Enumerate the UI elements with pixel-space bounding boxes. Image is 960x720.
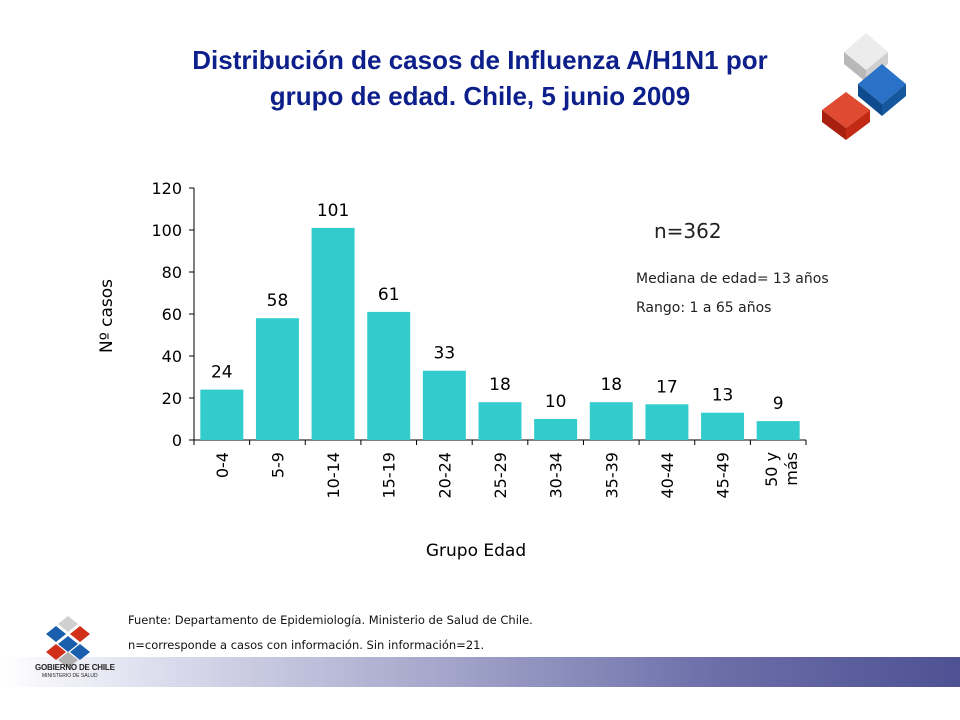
- x-tick-label: 40-44: [658, 452, 677, 499]
- x-tick-label: 0-4: [213, 452, 232, 478]
- x-axis-title: Grupo Edad: [426, 541, 526, 561]
- bar-value-label: 101: [317, 201, 349, 221]
- x-tick-label: 50 ymás: [762, 452, 801, 487]
- bar: [367, 311, 411, 440]
- bar: [255, 318, 299, 440]
- bar: [701, 412, 745, 440]
- median-age-label: Mediana de edad= 13 años: [636, 271, 829, 287]
- x-tick-label: 15-19: [380, 452, 399, 499]
- x-tick-label: 30-34: [547, 452, 566, 499]
- bar: [200, 389, 244, 440]
- bar-value-label: 18: [600, 375, 622, 395]
- bar-value-label: 24: [211, 363, 233, 383]
- bar-value-label: 61: [378, 285, 400, 305]
- x-tick-label: 25-29: [491, 452, 510, 499]
- x-tick-label: 20-24: [435, 452, 454, 499]
- y-axis-title: Nº casos: [97, 279, 117, 353]
- n-total-label: n=362: [654, 219, 722, 243]
- title-line-1: Distribución de casos de Influenza A/H1N…: [192, 45, 768, 75]
- age-range-label: Rango: 1 a 65 años: [636, 300, 772, 316]
- bar: [756, 421, 800, 440]
- source-footnote: Fuente: Departamento de Epidemiología. M…: [128, 613, 533, 627]
- y-tick-label: 120: [151, 179, 182, 198]
- y-tick-label: 60: [162, 305, 182, 324]
- page-title: Distribución de casos de Influenza A/H1N…: [60, 42, 900, 114]
- x-tick-label: 35-39: [602, 452, 621, 499]
- info-footnote: n=corresponde a casos con información. S…: [128, 638, 485, 652]
- cubes-logo: [822, 33, 906, 140]
- bar: [478, 402, 522, 440]
- logo-text-gobierno: GOBIERNO DE CHILE: [35, 663, 115, 672]
- x-tick-label: 5-9: [268, 452, 287, 478]
- bar: [534, 419, 578, 440]
- y-tick-label: 20: [162, 389, 182, 408]
- bar-value-label: 18: [489, 375, 511, 395]
- red-cube: [822, 92, 870, 140]
- bar-value-label: 17: [656, 377, 678, 397]
- bar-value-label: 58: [267, 291, 289, 311]
- y-tick-label: 80: [162, 263, 182, 282]
- bar-value-label: 13: [712, 386, 734, 406]
- logo-emblem: [46, 616, 90, 668]
- x-tick-label: 45-49: [714, 452, 733, 499]
- logo-text-ministerio: MINISTERIO DE SALUD: [42, 673, 98, 679]
- bar-value-label: 33: [434, 344, 456, 364]
- bar: [589, 402, 633, 440]
- x-tick-label: 10-14: [324, 452, 343, 499]
- blue-cube: [858, 64, 906, 116]
- footer-band: [0, 657, 960, 687]
- y-tick-label: 40: [162, 347, 182, 366]
- bar-chart: 0 20 40 60 80 100 120 24 0-4 58 5-9 101 10-14 61 15-19…: [97, 179, 807, 561]
- title-line-2: grupo de edad. Chile, 5 junio 2009: [269, 81, 691, 111]
- y-tick-label: 100: [151, 221, 182, 240]
- bar-value-label: 10: [545, 392, 567, 412]
- government-logo: [46, 616, 90, 668]
- bar-value-label: 9: [773, 394, 784, 414]
- y-tick-label: 0: [172, 431, 182, 450]
- bar: [311, 227, 355, 440]
- bar: [422, 370, 466, 440]
- bar: [645, 404, 689, 440]
